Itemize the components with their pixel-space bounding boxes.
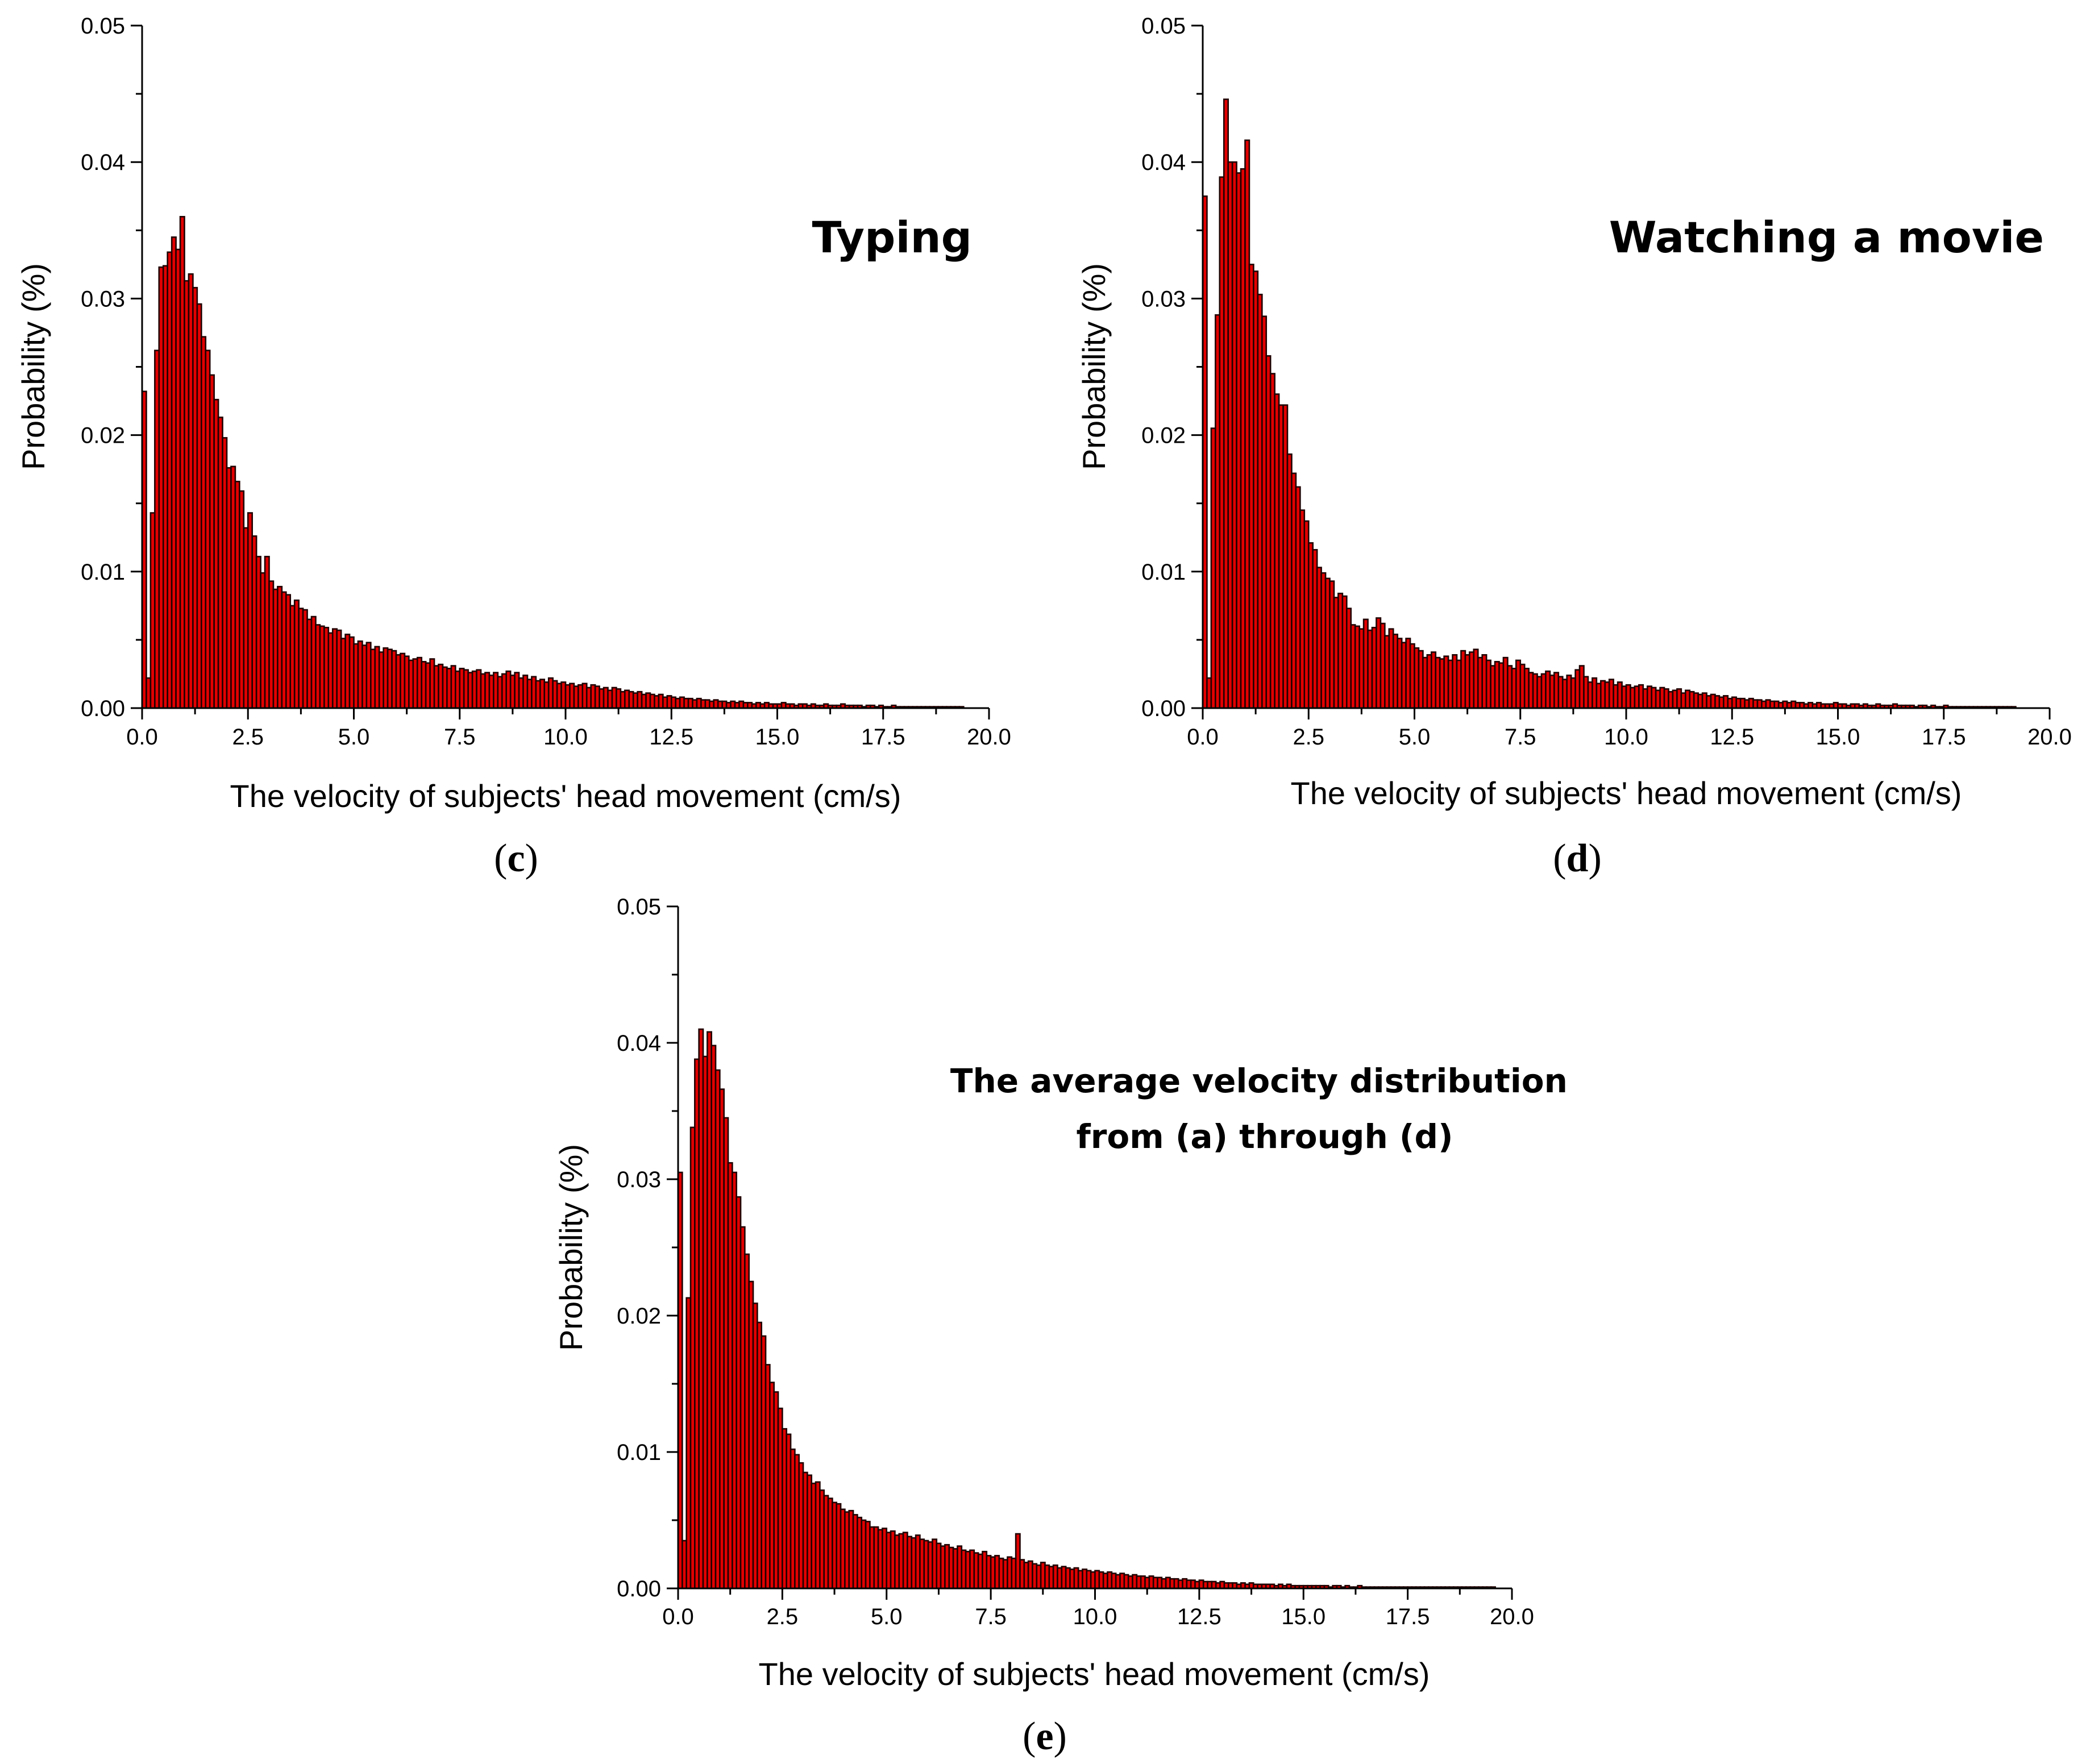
x-tick-label: 7.5	[975, 1604, 1007, 1629]
x-tick-label: 10.0	[1604, 725, 1648, 750]
y-tick-label: 0.02	[617, 1304, 661, 1329]
annotation-line: from (a) through (d)	[1077, 1117, 1453, 1156]
y-tick-label: 0.04	[1141, 150, 1186, 175]
y-tick-label: 0.05	[1141, 14, 1186, 39]
y-tick-label: 0.05	[617, 895, 661, 920]
bar-group	[141, 215, 965, 709]
bar-group	[677, 1028, 1496, 1590]
annotation-line: Typing	[812, 212, 972, 263]
axes: 0.0 2.5 5.0 7.5 10.0 12.5 15.0 17.5 20.0 0.00 0.01…	[81, 14, 1011, 750]
y-axis-title: Probability (%)	[1076, 263, 1112, 470]
x-tick-label: 2.5	[1293, 725, 1324, 750]
x-tick-label: 15.0	[1281, 1604, 1326, 1629]
x-tick-label: 5.0	[871, 1604, 903, 1629]
y-axis-title: Probability (%)	[553, 1144, 589, 1351]
y-tick-label: 0.03	[81, 286, 125, 311]
x-tick-label: 20.0	[1490, 1604, 1534, 1629]
y-tick-label: 0.04	[81, 150, 125, 175]
x-tick-label: 20.0	[2027, 725, 2072, 750]
x-tick-label: 15.0	[755, 725, 800, 750]
x-tick-label: 10.0	[543, 725, 588, 750]
y-tick-label: 0.00	[81, 696, 125, 721]
chart-annotation: The average velocity distribution from (…	[950, 1062, 1579, 1156]
y-tick-label: 0.01	[617, 1440, 661, 1465]
x-axis-title: The velocity of subjects' head movement …	[759, 1656, 1430, 1692]
x-tick-label: 2.5	[232, 725, 264, 750]
panel-label: (e)	[1023, 1715, 1067, 1758]
panel-label-letter: d	[1567, 837, 1589, 880]
y-tick-label: 0.00	[1141, 696, 1186, 721]
x-tick-label: 2.5	[767, 1604, 799, 1629]
annotation-line: Watching a movie	[1609, 212, 2044, 263]
y-tick-label: 0.02	[1141, 423, 1186, 448]
chart-panel-d: 0.0 2.5 5.0 7.5 10.0 12.5 15.0 17.5 20.0 0.00 0.01…	[1076, 14, 2072, 880]
x-tick-label: 15.0	[1816, 725, 1860, 750]
x-tick-label: 12.5	[1710, 725, 1754, 750]
x-tick-label: 17.5	[1922, 725, 1966, 750]
x-tick-label: 20.0	[967, 725, 1011, 750]
x-axis-title: The velocity of subjects' head movement …	[1291, 775, 1962, 811]
x-tick-label: 0.0	[1187, 725, 1219, 750]
y-tick-label: 0.05	[81, 14, 125, 39]
x-tick-label: 5.0	[338, 725, 370, 750]
x-tick-label: 12.5	[649, 725, 693, 750]
chart-panel-e: 0.0 2.5 5.0 7.5 10.0 12.5 15.0 17.5 20.0 0.00 0.01…	[553, 895, 1579, 1758]
x-tick-label: 5.0	[1399, 725, 1431, 750]
axes: 0.0 2.5 5.0 7.5 10.0 12.5 15.0 17.5 20.0 0.00 0.01…	[1141, 14, 2072, 750]
panel-label: (d)	[1553, 837, 1602, 880]
x-tick-label: 17.5	[861, 725, 905, 750]
chart-annotation: Watching a movie	[1609, 212, 2044, 263]
chart-annotation: Typing	[812, 212, 972, 263]
panel-label-letter: e	[1036, 1715, 1053, 1758]
x-tick-label: 12.5	[1177, 1604, 1221, 1629]
y-tick-label: 0.01	[1141, 560, 1186, 585]
x-tick-label: 17.5	[1386, 1604, 1430, 1629]
x-tick-label: 0.0	[662, 1604, 694, 1629]
x-tick-label: 0.0	[126, 725, 158, 750]
y-tick-label: 0.01	[81, 560, 125, 585]
panel-label: (c)	[494, 837, 538, 880]
y-tick-label: 0.03	[617, 1167, 661, 1192]
x-tick-label: 7.5	[444, 725, 476, 750]
chart-panel-c: 0.0 2.5 5.0 7.5 10.0 12.5 15.0 17.5 20.0 0.00 0.01…	[15, 14, 1011, 880]
x-axis-title: The velocity of subjects' head movement …	[230, 778, 901, 814]
y-axis-title: Probability (%)	[15, 263, 51, 470]
x-tick-label: 7.5	[1505, 725, 1536, 750]
x-tick-label: 10.0	[1073, 1604, 1117, 1629]
annotation-line: The average velocity distribution	[950, 1062, 1568, 1100]
y-tick-label: 0.02	[81, 423, 125, 448]
y-tick-label: 0.04	[617, 1031, 661, 1056]
panel-label-letter: c	[507, 837, 525, 880]
axes: 0.0 2.5 5.0 7.5 10.0 12.5 15.0 17.5 20.0 0.00 0.01…	[617, 895, 1534, 1629]
y-tick-label: 0.00	[617, 1576, 661, 1601]
y-tick-label: 0.03	[1141, 286, 1186, 311]
